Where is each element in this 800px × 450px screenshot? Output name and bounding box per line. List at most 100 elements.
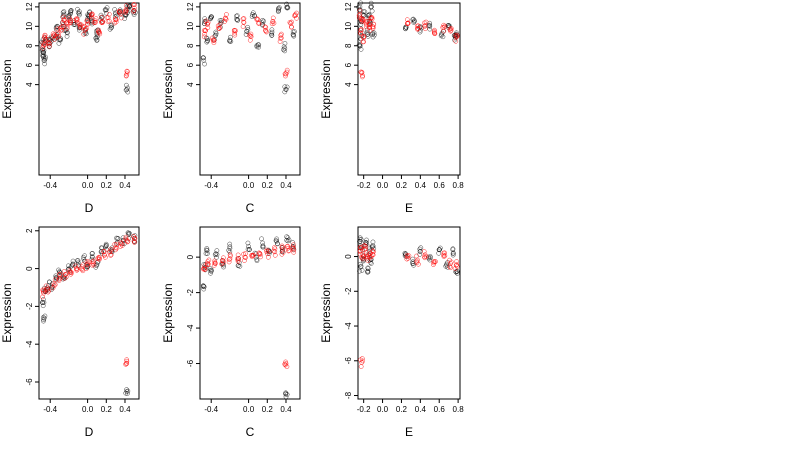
data-point <box>421 254 427 260</box>
plot-frame <box>38 226 140 400</box>
data-point <box>292 13 297 19</box>
data-point <box>262 24 268 30</box>
data-point <box>241 251 246 257</box>
y-tick-label: 8 <box>344 43 353 48</box>
data-point <box>51 33 56 39</box>
data-point <box>257 252 263 257</box>
data-point <box>358 0 363 6</box>
data-point <box>277 39 283 44</box>
data-point <box>45 36 51 42</box>
x-tick-label: 0.2 <box>262 405 274 414</box>
data-point <box>283 73 288 79</box>
series-red <box>356 8 460 80</box>
plot-frame <box>38 2 140 176</box>
data-point <box>234 13 240 19</box>
data-point <box>365 266 371 271</box>
data-point <box>209 267 214 273</box>
data-point <box>96 254 102 260</box>
data-point <box>61 14 66 20</box>
x-tick-label: 0.6 <box>434 181 446 190</box>
data-point <box>259 20 265 26</box>
data-point <box>448 265 453 271</box>
data-point <box>84 18 90 24</box>
data-point <box>202 16 208 21</box>
data-point <box>453 269 459 275</box>
data-point <box>40 40 46 46</box>
data-point <box>76 12 82 18</box>
data-point <box>259 236 264 242</box>
data-point <box>120 235 126 241</box>
data-point <box>93 16 99 21</box>
y-tick-label: 6 <box>344 62 353 67</box>
data-point <box>40 53 46 58</box>
data-point <box>281 47 286 53</box>
data-point <box>97 256 102 262</box>
data-point <box>436 247 442 253</box>
data-point <box>123 87 129 93</box>
data-point <box>250 252 256 258</box>
data-point <box>61 269 67 274</box>
data-point <box>124 360 130 366</box>
data-point <box>284 234 289 240</box>
data-point <box>442 253 448 259</box>
data-point <box>112 7 117 12</box>
data-point <box>448 259 454 265</box>
data-point <box>94 28 99 34</box>
data-point <box>357 251 363 257</box>
data-point <box>275 241 280 247</box>
x-tick-label: 0.2 <box>262 181 274 190</box>
data-point <box>365 31 370 37</box>
x-tick-label: 0.0 <box>243 181 255 190</box>
data-point <box>227 38 233 44</box>
data-point <box>453 38 459 44</box>
data-point <box>68 20 73 26</box>
data-point <box>205 259 211 264</box>
data-point <box>42 313 48 319</box>
data-point <box>93 35 99 41</box>
data-point <box>123 73 129 78</box>
data-point <box>279 244 285 250</box>
data-point <box>265 248 271 254</box>
data-point <box>356 42 362 48</box>
x-axis-label: E <box>405 201 413 215</box>
data-point <box>256 44 261 50</box>
data-point <box>205 251 210 256</box>
data-point <box>288 21 294 26</box>
data-point <box>97 30 102 35</box>
data-point <box>421 249 427 254</box>
data-point <box>208 14 214 20</box>
data-point <box>106 11 112 17</box>
data-point <box>290 29 296 35</box>
data-point <box>370 252 375 257</box>
data-point <box>370 24 376 30</box>
data-point <box>127 230 132 236</box>
data-point <box>361 39 367 45</box>
data-point <box>290 244 296 250</box>
data-point <box>256 21 262 27</box>
data-point <box>363 246 368 252</box>
x-tick-label: -0.2 <box>357 181 371 190</box>
data-point <box>84 259 90 264</box>
data-point <box>83 26 88 32</box>
data-point <box>113 19 119 25</box>
data-point <box>220 258 226 264</box>
data-point <box>125 239 130 245</box>
data-point <box>359 255 365 260</box>
y-tick-label: 0 <box>25 266 34 271</box>
data-point <box>39 47 45 53</box>
data-point <box>81 254 86 260</box>
data-point <box>403 26 408 32</box>
data-point <box>405 255 411 261</box>
data-point <box>361 243 367 249</box>
data-point <box>422 24 428 29</box>
data-point <box>40 297 46 302</box>
data-point <box>454 34 460 39</box>
data-point <box>356 13 362 18</box>
data-point <box>103 7 108 13</box>
data-point <box>232 32 238 38</box>
data-point <box>40 287 46 293</box>
y-axis-label: Expression <box>0 59 14 118</box>
data-point <box>41 315 47 321</box>
data-point <box>101 252 107 258</box>
data-point <box>119 15 124 21</box>
